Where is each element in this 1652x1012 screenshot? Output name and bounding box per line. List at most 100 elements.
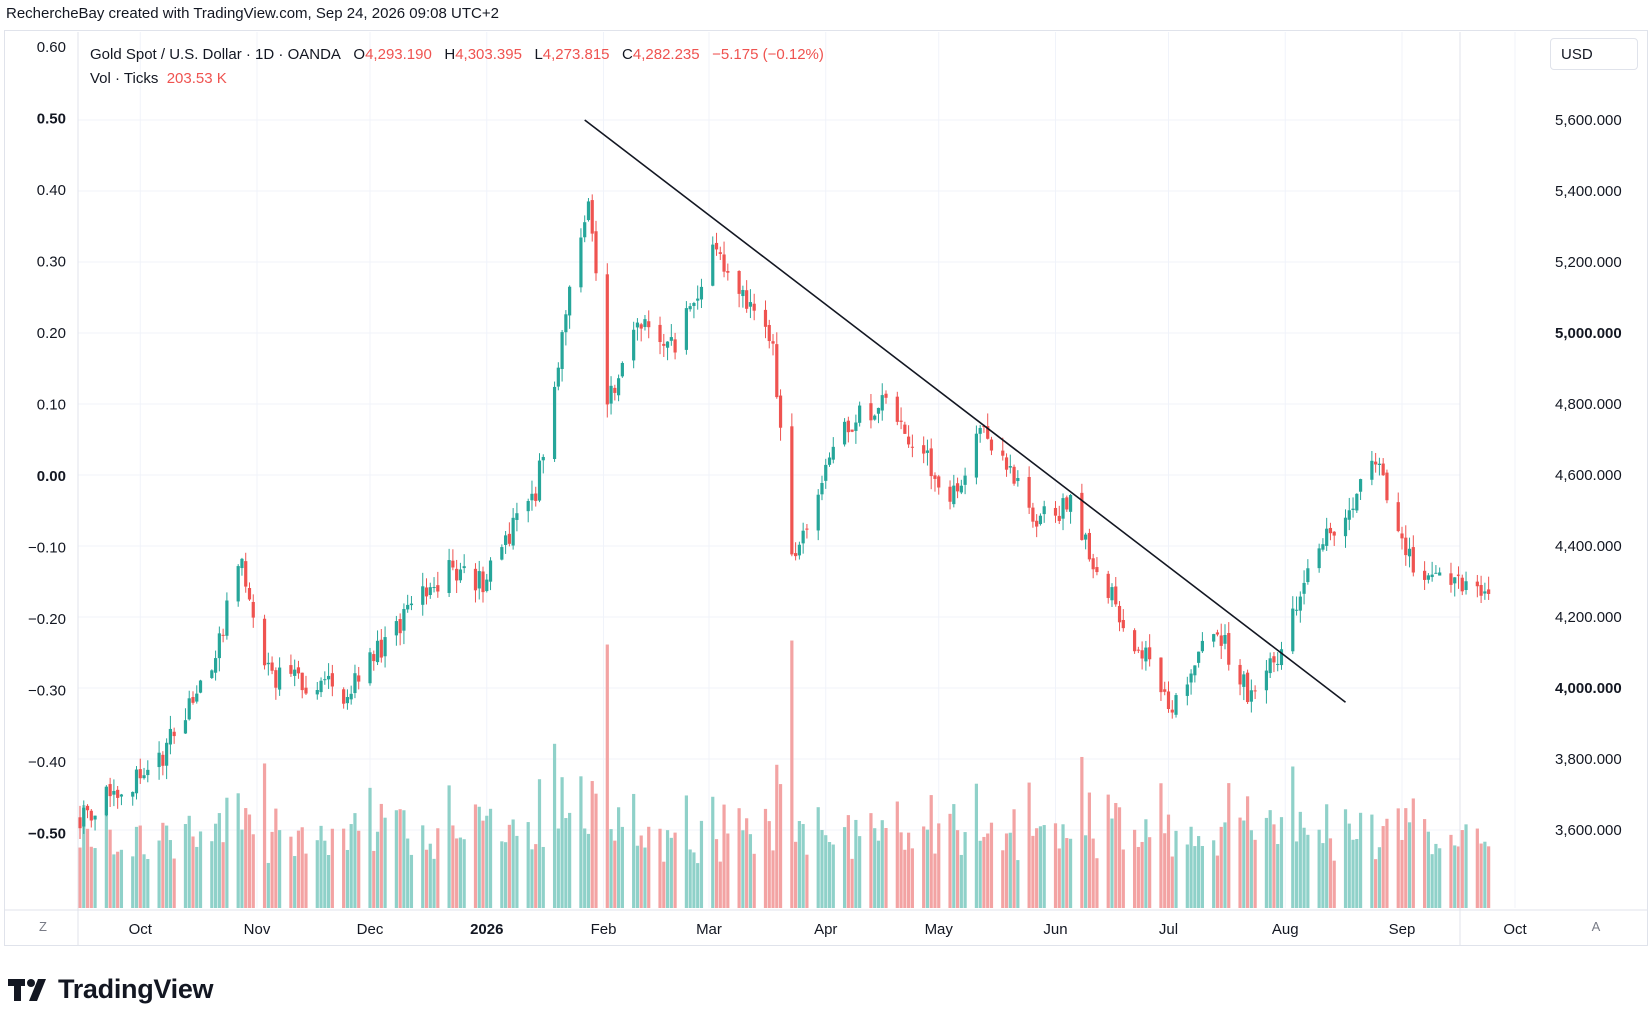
candle-body [1347, 510, 1351, 520]
volume-bar [1279, 817, 1284, 908]
volume-bar [119, 849, 124, 908]
candle-body [1193, 665, 1197, 676]
price-tick-label: 5,600.000 [1555, 112, 1622, 129]
volume-bar [142, 854, 146, 908]
candle-body [880, 395, 884, 411]
candle-body [794, 553, 798, 557]
currency-button[interactable]: USD [1550, 38, 1638, 70]
volume-bar [1453, 845, 1457, 908]
candle-body [172, 731, 176, 737]
volume-bar [974, 783, 979, 908]
candle-body [82, 807, 86, 827]
candle-body [1016, 478, 1020, 482]
volume-bar [846, 815, 850, 908]
volume-bar [244, 808, 248, 908]
volume-bar [805, 854, 809, 908]
candle-body [1004, 457, 1009, 470]
time-tick-label: Jun [1043, 921, 1067, 938]
left-tick-label: 0.30 [37, 254, 66, 271]
candle-body [447, 560, 451, 593]
candle-body [183, 720, 188, 734]
volume-bar [910, 848, 914, 908]
candle-body [771, 341, 775, 344]
candle-body [342, 689, 346, 704]
volume-bar [383, 817, 387, 908]
candle-body [534, 493, 538, 501]
candle-body [1483, 591, 1487, 594]
volume-bar [1434, 843, 1438, 908]
candle-body [616, 378, 621, 396]
volume-bar [635, 845, 640, 908]
volume-bar [684, 795, 688, 908]
candle-body [1449, 573, 1453, 585]
volume-bar [816, 807, 820, 908]
candle-body [752, 303, 756, 311]
volume-bar [398, 809, 402, 908]
volume-bar [217, 813, 221, 908]
volume-bar [300, 827, 304, 908]
volume-bar [198, 831, 203, 908]
candle-body [1065, 497, 1069, 510]
volume-bar [515, 835, 519, 908]
candle-body [323, 679, 327, 681]
candle-body [1031, 507, 1035, 522]
volume-bar [1197, 836, 1201, 908]
candle-body [1423, 570, 1427, 580]
volume-bar [1355, 839, 1359, 908]
volume-bar [824, 835, 828, 908]
auto-zoom-button[interactable]: Z [39, 919, 47, 934]
candle-body [978, 427, 982, 434]
candle-body [1249, 690, 1253, 702]
candle-body [1212, 634, 1216, 642]
candle-body [398, 619, 402, 634]
volume-bar [161, 822, 165, 908]
candle-body [1321, 544, 1325, 550]
candle-body [1080, 492, 1084, 540]
volume-bar [1456, 846, 1461, 908]
auto-scale-button[interactable]: A [1591, 919, 1601, 934]
candle-body [586, 201, 591, 221]
candle-body [485, 579, 489, 592]
left-tick-label: 0.50 [37, 111, 66, 128]
candle-body [1404, 537, 1408, 556]
candle-body [669, 337, 673, 341]
candle-body [1144, 647, 1148, 662]
candle-body [775, 344, 779, 398]
candle-body [692, 303, 696, 306]
volume-bar [1148, 837, 1152, 908]
candle-body [1038, 515, 1043, 525]
volume-bar [1212, 840, 1216, 908]
candle-body [989, 439, 994, 451]
volume-bar [1370, 814, 1374, 908]
volume-bar [428, 843, 432, 908]
candle-body [1027, 476, 1031, 508]
volume-bar [722, 804, 726, 908]
volume-bar [989, 822, 994, 908]
volume-bar [1317, 829, 1321, 908]
time-tick-label: Sep [1389, 921, 1416, 938]
symbol-legend: Gold Spot / U.S. Dollar · 1D · OANDA O4,… [90, 43, 824, 91]
candle-body [635, 322, 640, 328]
left-tick-label: −0.10 [28, 540, 66, 557]
candle-body [195, 693, 199, 702]
candle-body [1200, 640, 1204, 652]
candle-body [895, 396, 899, 422]
volume-bar [451, 825, 455, 908]
volume-bar [1038, 826, 1043, 908]
volume-bar [620, 826, 624, 908]
candle-body [455, 568, 459, 581]
volume-bar [131, 856, 135, 908]
volume-bar [884, 828, 888, 908]
candle-body [293, 669, 297, 676]
candle-body [304, 687, 308, 694]
volume-bar [89, 846, 93, 908]
volume-bar [790, 640, 794, 908]
volume-bar [481, 820, 485, 908]
volume-bar [488, 808, 493, 908]
candle-body [168, 728, 172, 745]
volume-bar [1306, 834, 1310, 908]
volume-bar [982, 836, 986, 908]
volume-bar [349, 824, 353, 908]
price-tick-label: 4,200.000 [1555, 609, 1622, 626]
